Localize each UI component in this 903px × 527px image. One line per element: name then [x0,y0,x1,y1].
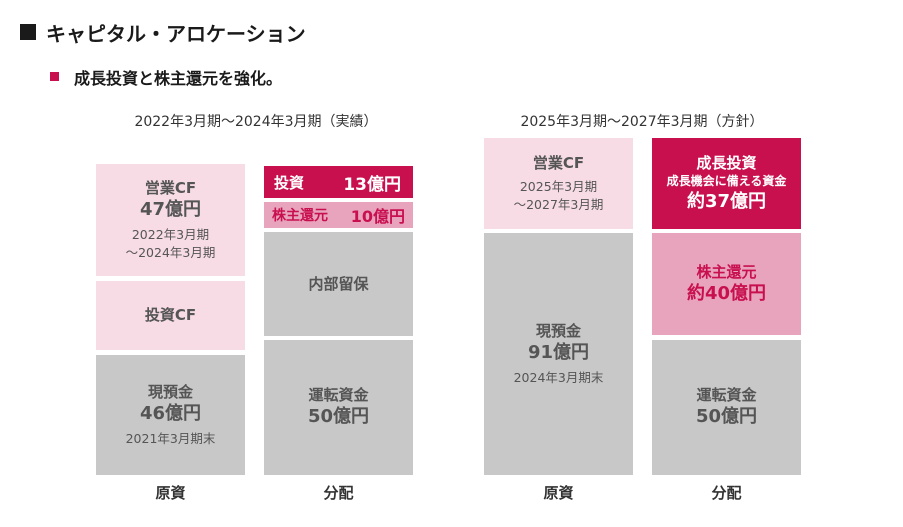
page-title: キャピタル・アロケーション [46,22,306,46]
left-retained-box: 内部留保 [264,232,413,336]
right-working-capital-value: 50億円 [695,406,758,428]
left-operating-cf-note2: 〜2024年3月期 [125,245,216,261]
right-working-capital-label: 運転資金 [696,386,757,405]
left-operating-cf-note1: 2022年3月期 [131,227,210,243]
left-working-capital-box: 運転資金 50億円 [264,340,413,475]
right-shareholder-return-box: 株主還元 約40億円 [652,233,801,335]
right-cash-label: 現預金 [535,321,581,340]
right-allocation-footer: 分配 [711,484,742,502]
left-cash-box: 現預金 46億円 2021年3月期末 [96,355,245,475]
left-cash-note: 2021年3月期末 [125,431,216,447]
left-period-label: 2022年3月期〜2024年3月期（実績） [134,114,378,130]
right-operating-cf-note1: 2025年3月期 [519,178,598,194]
left-source-footer: 原資 [155,484,186,502]
right-operating-cf-box: 営業CF 2025年3月期 〜2027年3月期 [484,138,633,229]
left-investment-label: 投資 [274,173,305,192]
left-operating-cf-box: 営業CF 47億円 2022年3月期 〜2024年3月期 [96,164,245,276]
right-cash-value: 91億円 [527,341,590,363]
right-period-label: 2025年3月期〜2027年3月期（方針） [520,114,764,130]
right-source-footer: 原資 [543,484,574,502]
left-investing-cf-label: 投資CF [144,306,197,325]
title-square-icon [20,24,36,40]
left-working-capital-value: 50億円 [307,406,370,428]
left-cash-label: 現預金 [147,382,193,401]
right-working-capital-box: 運転資金 50億円 [652,340,801,475]
left-investment-value: 13億円 [343,174,401,195]
right-cash-note: 2024年3月期末 [513,370,604,386]
right-shareholder-return-value: 約40億円 [686,282,767,304]
right-growth-investment-box: 成長投資 成長機会に備える資金 約37億円 [652,138,801,229]
left-operating-cf-label: 営業CF [144,178,197,197]
left-investing-cf-box: 投資CF [96,281,245,350]
left-investment-box: 投資 13億円 [264,166,413,198]
right-operating-cf-note2: 〜2027年3月期 [513,196,604,212]
right-growth-investment-value: 約37億円 [686,190,767,212]
left-shareholder-return-value: 10億円 [350,207,405,226]
left-shareholder-return-box: 株主還元 10億円 [264,202,413,228]
left-cash-value: 46億円 [139,402,202,424]
right-cash-box: 現預金 91億円 2024年3月期末 [484,233,633,475]
left-allocation-footer: 分配 [323,484,354,502]
left-operating-cf-value: 47億円 [139,198,202,220]
left-retained-label: 内部留保 [308,274,369,293]
left-working-capital-label: 運転資金 [308,386,369,405]
right-growth-investment-note: 成長機会に備える資金 [666,174,787,189]
right-growth-investment-label: 成長投資 [696,153,757,172]
page-subtitle: 成長投資と株主還元を強化。 [74,69,283,88]
right-operating-cf-label: 営業CF [532,154,585,173]
subtitle-bullet-icon [50,72,59,81]
left-shareholder-return-label: 株主還元 [272,208,328,224]
right-shareholder-return-label: 株主還元 [696,262,757,281]
